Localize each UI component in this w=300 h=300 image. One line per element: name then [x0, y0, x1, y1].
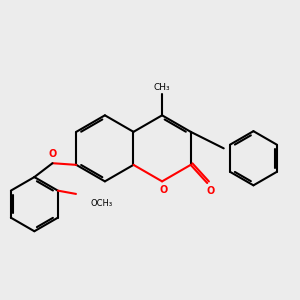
Text: O: O: [206, 186, 214, 196]
Text: O: O: [48, 149, 57, 159]
Text: O: O: [160, 185, 168, 195]
Text: CH₃: CH₃: [154, 82, 170, 91]
Text: OCH₃: OCH₃: [91, 199, 113, 208]
